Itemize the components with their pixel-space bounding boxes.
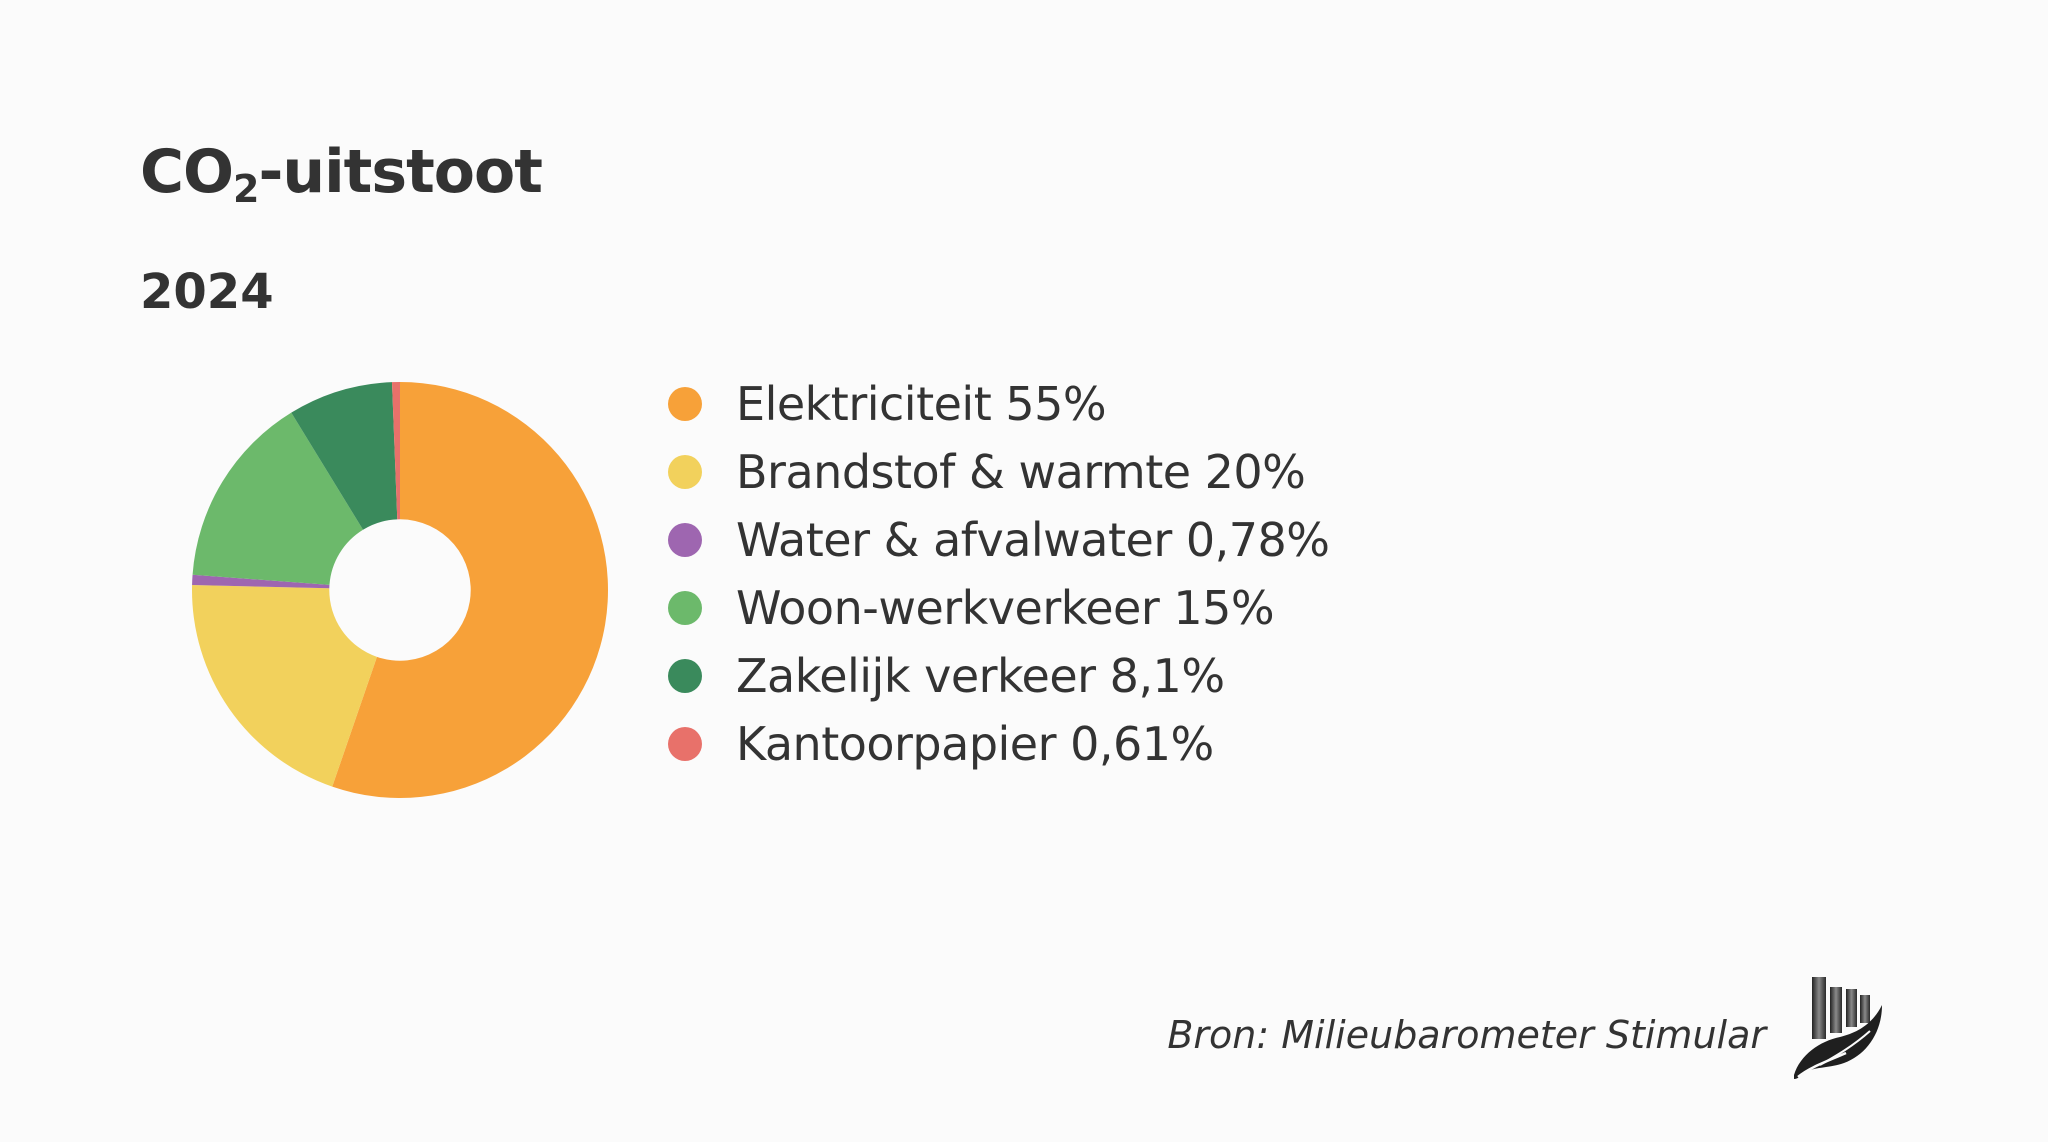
donut-slice-woon-werkverkeer [192, 412, 364, 585]
title-co: CO [140, 137, 234, 207]
legend-label: Water & afvalwater 0,78% [736, 513, 1330, 567]
legend-label: Brandstof & warmte 20% [736, 445, 1306, 499]
legend-dot-icon [668, 455, 702, 489]
legend-dot-icon [668, 659, 702, 693]
legend-label: Elektriciteit 55% [736, 377, 1107, 431]
legend-item: Elektriciteit 55% [668, 370, 1329, 438]
chart-title: CO2-uitstoot [140, 142, 543, 208]
legend-item: Brandstof & warmte 20% [668, 438, 1329, 506]
legend-item: Woon-werkverkeer 15% [668, 574, 1329, 642]
legend-dot-icon [668, 523, 702, 557]
chart-legend: Elektriciteit 55% Brandstof & warmte 20% W… [668, 370, 1330, 778]
donut-slice-kantoorpapier [391, 382, 400, 520]
legend-label: Zakelijk verkeer 8,1% [736, 649, 1225, 703]
legend-dot-icon [668, 727, 702, 761]
chart-subtitle: 2024 [140, 264, 274, 320]
stimular-logo-icon [1794, 977, 1882, 1079]
donut-slice-elektriciteit [332, 382, 608, 798]
donut-slice-zakelijk-verkeer [291, 382, 398, 530]
title-subscript: 2 [233, 167, 259, 211]
legend-item: Water & afvalwater 0,78% [668, 506, 1330, 574]
legend-label: Kantoorpapier 0,61% [736, 717, 1214, 771]
legend-item: Kantoorpapier 0,61% [668, 710, 1329, 778]
legend-dot-icon [668, 387, 702, 421]
legend-item: Zakelijk verkeer 8,1% [668, 642, 1329, 710]
legend-dot-icon [668, 591, 702, 625]
legend-label: Woon-werkverkeer 15% [736, 581, 1275, 635]
donut-slice-water-afvalwater [192, 574, 330, 589]
donut-chart [192, 382, 608, 798]
title-rest: -uitstoot [258, 137, 543, 207]
donut-slice-brandstof-warmte [192, 584, 377, 787]
source-note: Bron: Milieubarometer Stimular [1167, 1013, 1766, 1057]
